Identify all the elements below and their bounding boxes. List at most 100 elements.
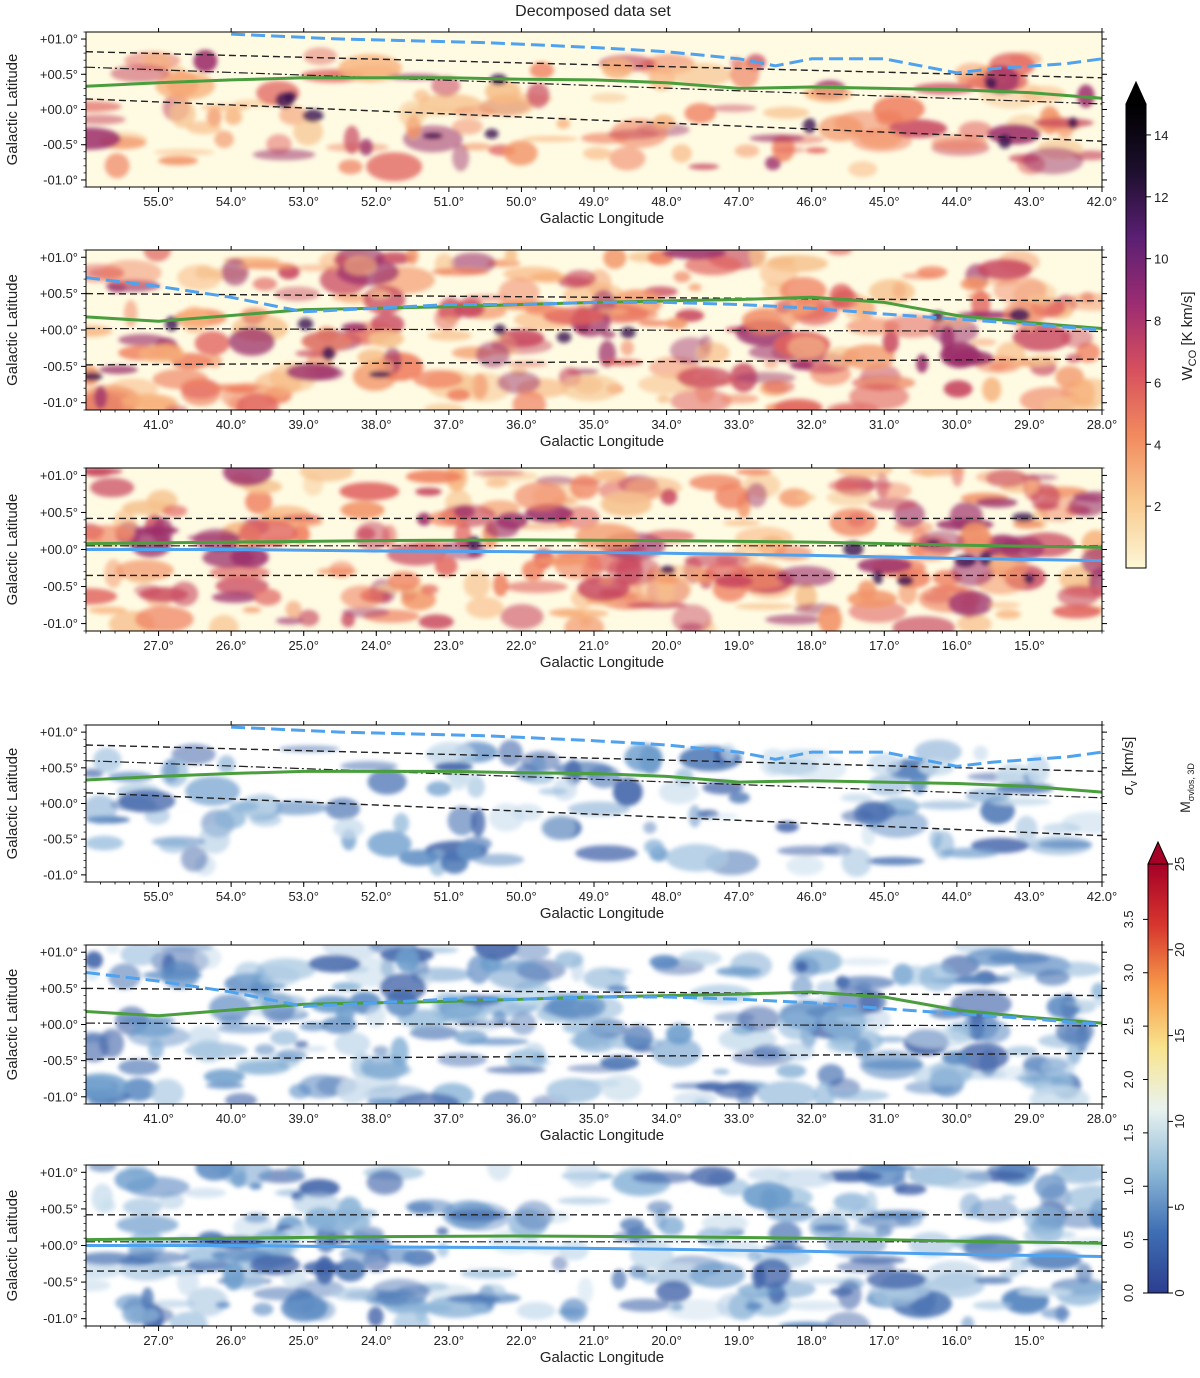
overlay-curves: [86, 971, 1102, 1060]
x-tick-label: 52.0°: [361, 889, 392, 904]
y-tick-label: -00.5°: [43, 579, 78, 594]
x-tick-label: 24.0°: [361, 1333, 392, 1348]
panel-5: 41.0° 40.0° 39.0° 38.0° 37.0° 36.0° 35.0° 34.0°…: [4, 941, 1118, 1144]
x-tick-label: 33.0°: [724, 1111, 755, 1126]
dashed-boundary-upper: [86, 292, 1102, 302]
overlay-curves: [86, 517, 1102, 577]
colorbar-wco-tick-label: 4: [1154, 437, 1161, 452]
x-tick-label: 23.0°: [434, 1333, 465, 1348]
y-tick-label: +00.5°: [40, 981, 78, 996]
x-tick-label: 27.0°: [143, 1333, 174, 1348]
colorbar-sigma-tick-label: 0.5: [1121, 1231, 1136, 1249]
overlay-curves: [86, 32, 1102, 142]
x-axis-label: Galactic Longitude: [540, 1349, 664, 1366]
colorbar-mach-tick-label: 0: [1172, 1289, 1187, 1296]
y-tick-label: -00.5°: [43, 832, 78, 847]
x-tick-label: 21.0°: [579, 638, 610, 653]
panels: 55.0° 54.0° 53.0° 52.0° 51.0° 50.0° 49.0° 48.0°…: [4, 28, 1118, 1366]
emission-map: [86, 47, 1102, 182]
x-tick-label: 53.0°: [288, 889, 319, 904]
y-tick-label: -01.0°: [43, 867, 78, 882]
colorbar-mach-extend-arrow: [1147, 840, 1169, 865]
blue-curve: [86, 276, 1102, 332]
green-curve: [86, 76, 1102, 100]
x-tick-label: 34.0°: [651, 417, 682, 432]
colorbar-wco-tick-label: 10: [1154, 252, 1168, 267]
colorbar-wco-tick-label: 2: [1154, 499, 1161, 514]
x-tick-label: 29.0°: [1014, 1111, 1045, 1126]
colorbar-wco-extend-arrow: [1125, 80, 1147, 105]
blue-curve: [231, 32, 1102, 75]
x-tick-label: 34.0°: [651, 1111, 682, 1126]
x-tick-label: 43.0°: [1014, 194, 1045, 209]
x-tick-label: 17.0°: [869, 638, 900, 653]
colorbar-sigma-tick-label: 1.5: [1121, 1124, 1136, 1142]
x-tick-label: 22.0°: [506, 638, 537, 653]
colorbar-wco-tick-label: 6: [1154, 375, 1161, 390]
figure-title: Decomposed data set: [515, 3, 671, 20]
y-tick-label: +01.0°: [40, 468, 78, 483]
colorbar-sigma: 0.0 0.5 1.0 1.5 2.0 2.5 3.0 3.5 σv [km/s]: [1120, 737, 1148, 1302]
x-tick-label: 35.0°: [579, 417, 610, 432]
colorbar-mach-tick-label: 20: [1172, 943, 1187, 957]
x-tick-label: 36.0°: [506, 417, 537, 432]
emission-map: [86, 468, 1102, 631]
y-axis-label: Galactic Latitude: [4, 494, 21, 606]
panel-3: 27.0° 26.0° 25.0° 24.0° 23.0° 22.0° 21.0° 20.0°…: [4, 464, 1107, 671]
y-tick-label: -01.0°: [43, 1089, 78, 1104]
x-tick-label: 43.0°: [1014, 889, 1045, 904]
x-tick-label: 53.0°: [288, 194, 319, 209]
colorbar-mach-tick-label: 15: [1172, 1028, 1187, 1042]
overlay-curves: [86, 276, 1102, 366]
colorbar-sigma-label: σv [km/s]: [1120, 737, 1140, 796]
x-tick-label: 51.0°: [434, 889, 465, 904]
colorbar-sigma-tick-label: 2.0: [1121, 1070, 1136, 1088]
panel-2: 41.0° 40.0° 39.0° 38.0° 37.0° 36.0° 35.0° 34.0°…: [4, 246, 1118, 450]
x-tick-label: 45.0°: [869, 194, 900, 209]
y-tick-label: +00.5°: [40, 505, 78, 520]
dashed-boundary-lower: [86, 792, 1102, 837]
x-tick-label: 26.0°: [216, 638, 247, 653]
colorbar-sigma-tick-label: 0.0: [1121, 1284, 1136, 1302]
overlay-curves: [86, 725, 1102, 837]
y-tick-label: -00.5°: [43, 137, 78, 152]
y-tick-label: +00.0°: [40, 1017, 78, 1032]
y-axis-label: Galactic Latitude: [4, 1190, 21, 1302]
x-axis-label: Galactic Longitude: [540, 1127, 664, 1144]
x-tick-label: 31.0°: [869, 1111, 900, 1126]
dashdot-line: [86, 1022, 1102, 1027]
x-tick-label: 54.0°: [216, 194, 247, 209]
y-tick-label: -01.0°: [43, 1311, 78, 1326]
x-axis-label: Galactic Longitude: [540, 905, 664, 922]
x-tick-label: 52.0°: [361, 194, 392, 209]
y-tick-label: -00.5°: [43, 359, 78, 374]
x-tick-label: 18.0°: [796, 1333, 827, 1348]
dashed-boundary-upper: [86, 51, 1102, 79]
x-tick-label: 39.0°: [288, 1111, 319, 1126]
x-tick-label: 47.0°: [724, 194, 755, 209]
x-tick-label: 31.0°: [869, 417, 900, 432]
x-tick-label: 28.0°: [1087, 1111, 1118, 1126]
x-tick-label: 30.0°: [942, 417, 973, 432]
y-tick-label: -01.0°: [43, 395, 78, 410]
y-tick-label: +00.5°: [40, 67, 78, 82]
x-tick-label: 28.0°: [1087, 417, 1118, 432]
y-tick-label: -00.5°: [43, 1053, 78, 1068]
y-tick-label: +00.5°: [40, 1201, 78, 1216]
y-tick-label: +01.0°: [40, 945, 78, 960]
dashed-boundary-lower: [86, 358, 1102, 366]
panel-6: 27.0° 26.0° 25.0° 24.0° 23.0° 22.0° 21.0° 20.0°…: [4, 1161, 1107, 1366]
x-tick-label: 38.0°: [361, 417, 392, 432]
colorbar-mach-tick-label: 10: [1172, 1114, 1187, 1128]
y-tick-label: +00.0°: [40, 1238, 78, 1253]
colorbar-mach-tick-label: 5: [1172, 1204, 1187, 1211]
x-tick-label: 15.0°: [1014, 638, 1045, 653]
panel-1: 55.0° 54.0° 53.0° 52.0° 51.0° 50.0° 49.0° 48.0°…: [4, 28, 1117, 227]
y-tick-label: +00.0°: [40, 102, 78, 117]
y-tick-label: +01.0°: [40, 250, 78, 265]
x-tick-label: 18.0°: [796, 638, 827, 653]
emission-map: [86, 945, 1102, 1104]
colorbar-sigma-tick-label: 3.5: [1121, 910, 1136, 928]
x-tick-label: 45.0°: [869, 889, 900, 904]
colorbar-wco-tick-label: 12: [1154, 190, 1168, 205]
